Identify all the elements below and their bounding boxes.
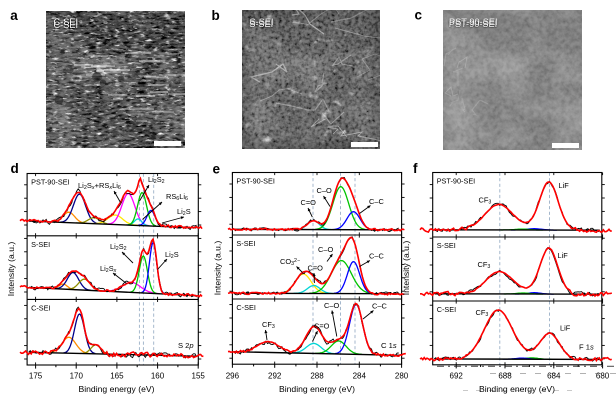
svg-text:C=O: C=O — [308, 264, 324, 273]
svg-text:CO32−: CO32− — [280, 257, 300, 267]
svg-text:Li2Sx: Li2Sx — [100, 264, 117, 274]
svg-text:e: e — [213, 162, 221, 177]
svg-text:688: 688 — [498, 372, 512, 381]
svg-text:C=O: C=O — [301, 198, 317, 207]
svg-text:Binding energy (eV): Binding energy (eV) — [79, 384, 155, 394]
svg-text:C-SEI: C-SEI — [236, 303, 255, 312]
svg-text:PST-90-SEI: PST-90-SEI — [437, 177, 476, 186]
svg-text:155: 155 — [192, 372, 206, 381]
svg-text:288: 288 — [310, 372, 324, 381]
svg-text:C–O: C–O — [318, 245, 333, 254]
svg-text:170: 170 — [70, 372, 84, 381]
svg-text:F 1s: F 1s — [579, 343, 594, 352]
svg-text:CF3: CF3 — [262, 320, 275, 330]
svg-text:PST-90-SEI: PST-90-SEI — [449, 17, 498, 27]
svg-text:292: 292 — [268, 372, 282, 381]
svg-text:S 2p: S 2p — [178, 341, 194, 350]
svg-text:Binding energy (eV): Binding energy (eV) — [479, 384, 555, 394]
svg-text:Intensity (a.u.): Intensity (a.u.) — [213, 241, 223, 296]
svg-text:165: 165 — [110, 372, 124, 381]
svg-text:b: b — [212, 8, 220, 23]
svg-text:CF3: CF3 — [478, 260, 491, 270]
svg-text:692: 692 — [450, 372, 464, 381]
svg-text:d: d — [11, 161, 19, 176]
svg-text:c: c — [415, 8, 423, 23]
svg-text:C–O: C–O — [317, 186, 332, 195]
svg-text:LiF: LiF — [560, 324, 571, 333]
svg-text:S-SEI: S-SEI — [31, 240, 50, 249]
svg-text:S-SEI: S-SEI — [236, 239, 255, 248]
svg-text:CF3: CF3 — [479, 196, 492, 206]
svg-text:680: 680 — [596, 372, 610, 381]
svg-text:C–C: C–C — [369, 197, 384, 206]
svg-text:C 1s: C 1s — [381, 341, 397, 350]
svg-text:PST-90-SEI: PST-90-SEI — [31, 178, 70, 187]
svg-text:Intensity (a.u.): Intensity (a.u.) — [6, 242, 16, 297]
svg-text:CF3: CF3 — [476, 308, 489, 318]
svg-text:160: 160 — [151, 372, 165, 381]
svg-text:684: 684 — [547, 372, 561, 381]
svg-text:Li2S2: Li2S2 — [110, 242, 127, 252]
svg-text:C–C: C–C — [372, 302, 387, 311]
svg-text:LiF: LiF — [558, 251, 569, 260]
svg-text:Binding energy (eV): Binding energy (eV) — [279, 384, 355, 394]
svg-text:C-SEI: C-SEI — [437, 305, 456, 314]
svg-text:Intensity (a.u.): Intensity (a.u.) — [401, 241, 411, 296]
svg-text:Li2Sx+RSxLi6: Li2Sx+RSxLi6 — [78, 181, 121, 191]
svg-text:Li2S: Li2S — [177, 207, 191, 217]
svg-text:175: 175 — [29, 372, 43, 381]
svg-text:C–C: C–C — [369, 252, 384, 261]
svg-text:C-SEI: C-SEI — [54, 17, 79, 27]
svg-text:C–O: C–O — [324, 301, 339, 310]
svg-text:f: f — [413, 161, 418, 176]
svg-text:C=O: C=O — [314, 322, 330, 331]
svg-text:S-SEI: S-SEI — [250, 17, 274, 27]
svg-text:284: 284 — [353, 372, 367, 381]
svg-text:C-SEI: C-SEI — [31, 303, 50, 312]
svg-text:Li2S2: Li2S2 — [148, 175, 165, 185]
svg-text:296: 296 — [226, 372, 240, 381]
svg-text:280: 280 — [395, 372, 409, 381]
svg-text:S-SEI: S-SEI — [437, 241, 456, 250]
svg-text:RS6Li6: RS6Li6 — [166, 192, 188, 202]
svg-text:LiF: LiF — [559, 181, 570, 190]
svg-text:PST-90-SEI: PST-90-SEI — [236, 177, 275, 186]
svg-text:a: a — [10, 8, 18, 23]
svg-text:Li2S: Li2S — [165, 250, 179, 260]
